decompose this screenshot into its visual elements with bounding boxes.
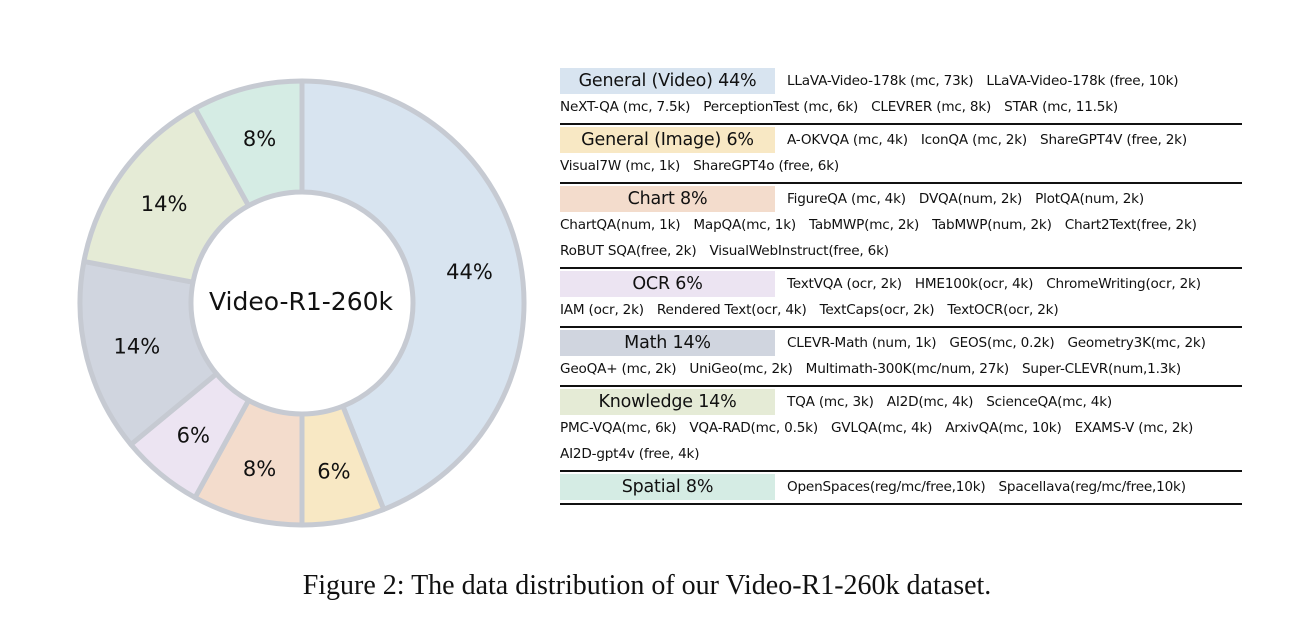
- dataset-entry: PMC-VQA(mc, 6k): [560, 420, 677, 436]
- dataset-entry: CLEVR-Math (num, 1k): [787, 335, 937, 351]
- dataset-entry: TQA (mc, 3k): [787, 394, 874, 410]
- dataset-entry: OpenSpaces(reg/mc/free,10k): [787, 479, 986, 495]
- legend-line: Math 14% CLEVR-Math (num, 1k) GEOS(mc, 0.2…: [560, 330, 1242, 356]
- dataset-entry: GVLQA(mc, 4k): [830, 420, 933, 436]
- legend-group: Knowledge 14% TQA (mc, 3k) AI2D(mc, 4k) Sci…: [560, 387, 1242, 472]
- dataset-entry: Visual7W (mc, 1k): [560, 158, 681, 174]
- legend-line: NeXT-QA (mc, 7.5k) PerceptionTest (mc, 6k…: [560, 94, 1242, 120]
- dataset-entry: ChromeWriting(ocr, 2k): [1046, 276, 1201, 292]
- dataset-entry: NeXT-QA (mc, 7.5k): [560, 99, 691, 115]
- legend-category-label: General (Video) 44%: [560, 68, 775, 94]
- slice-label-ocr: 6%: [177, 423, 210, 447]
- dataset-entry: ShareGPT4V (free, 2k): [1040, 132, 1187, 148]
- legend-category-label: Chart 8%: [560, 186, 775, 212]
- dataset-entry: LLaVA-Video-178k (free, 10k): [986, 73, 1179, 89]
- dataset-entry: AI2D-gpt4v (free, 4k): [560, 446, 700, 462]
- slice-label-general-image: 6%: [317, 459, 350, 483]
- donut-chart: 44% 6% 8% 6% 14% 14% 8% Video-R1-260k: [77, 78, 527, 528]
- dataset-entry: ArxivQA(mc, 10k): [945, 420, 1062, 436]
- legend-group: Math 14% CLEVR-Math (num, 1k) GEOS(mc, 0.2…: [560, 328, 1242, 387]
- dataset-entry: FigureQA (mc, 4k): [787, 191, 906, 207]
- dataset-entry: UniGeo(mc, 2k): [689, 361, 793, 377]
- dataset-entry: IAM (ocr, 2k): [560, 302, 644, 318]
- dataset-entry: STAR (mc, 11.5k): [1004, 99, 1119, 115]
- dataset-entry: VQA-RAD(mc, 0.5k): [689, 420, 818, 436]
- slice-general-video: [299, 78, 527, 512]
- dataset-entry: CLEVRER (mc, 8k): [871, 99, 992, 115]
- legend-line: RoBUT SQA(free, 2k) VisualWebInstruct(fre…: [560, 238, 1242, 264]
- dataset-entry: A-OKVQA (mc, 4k): [787, 132, 908, 148]
- legend-category-label: Math 14%: [560, 330, 775, 356]
- slice-label-chart: 8%: [243, 457, 276, 481]
- legend-group: OCR 6% TextVQA (ocr, 2k) HME100k(ocr, 4k) C…: [560, 269, 1242, 328]
- dataset-entry: TabMWP(num, 2k): [932, 217, 1052, 233]
- legend-category-label: Knowledge 14%: [560, 389, 775, 415]
- donut-center-title: Video-R1-260k: [209, 287, 394, 316]
- dataset-entry: Rendered Text(ocr, 4k): [656, 302, 807, 318]
- dataset-entry: Multimath-300K(mc/num, 27k): [805, 361, 1010, 377]
- legend-line: AI2D-gpt4v (free, 4k): [560, 441, 1242, 467]
- legend-line: Spatial 8% OpenSpaces(reg/mc/free,10k) Spa…: [560, 474, 1242, 500]
- slice-label-math: 14%: [114, 334, 161, 358]
- dataset-entry: TextVQA (ocr, 2k): [787, 276, 902, 292]
- dataset-entry: PerceptionTest (mc, 6k): [703, 99, 859, 115]
- donut-slice-labels: 44% 6% 8% 6% 14% 14% 8%: [114, 127, 493, 484]
- dataset-entry: TextOCR(ocr, 2k): [947, 302, 1059, 318]
- dataset-entry: HME100k(ocr, 4k): [914, 276, 1034, 292]
- legend-group: Chart 8% FigureQA (mc, 4k) DVQA(num, 2k) Pl…: [560, 184, 1242, 269]
- legend-line: Knowledge 14% TQA (mc, 3k) AI2D(mc, 4k) Sci…: [560, 389, 1242, 415]
- legend-category-label: OCR 6%: [560, 271, 775, 297]
- dataset-entry: Super-CLEVR(num,1.3k): [1021, 361, 1181, 377]
- legend-category-label: General (Image) 6%: [560, 127, 775, 153]
- figure-caption: Figure 2: The data distribution of our V…: [302, 570, 992, 601]
- donut-slices: [77, 78, 527, 528]
- legend-line: PMC-VQA(mc, 6k) VQA-RAD(mc, 0.5k) GVLQA(mc…: [560, 415, 1242, 441]
- dataset-entry: LLaVA-Video-178k (mc, 73k): [787, 73, 974, 89]
- slice-spatial: [192, 78, 305, 209]
- legend-line: IAM (ocr, 2k) Rendered Text(ocr, 4k) TextC…: [560, 297, 1242, 323]
- dataset-entry: ShareGPT4o (free, 6k): [693, 158, 840, 174]
- dataset-entry: TabMWP(mc, 2k): [808, 217, 920, 233]
- legend-line: ChartQA(num, 1k) MapQA(mc, 1k) TabMWP(mc, …: [560, 212, 1242, 238]
- legend-category-label: Spatial 8%: [560, 474, 775, 500]
- dataset-entry: PlotQA(num, 2k): [1035, 191, 1144, 207]
- legend-line: GeoQA+ (mc, 2k) UniGeo(mc, 2k) Multimath-3…: [560, 356, 1242, 382]
- dataset-legend: General (Video) 44% LLaVA-Video-178k (mc,…: [560, 66, 1242, 505]
- dataset-entry: RoBUT SQA(free, 2k): [560, 243, 697, 259]
- legend-group: General (Video) 44% LLaVA-Video-178k (mc,…: [560, 66, 1242, 125]
- dataset-entry: AI2D(mc, 4k): [886, 394, 974, 410]
- dataset-entry: VisualWebInstruct(free, 6k): [709, 243, 889, 259]
- dataset-entry: ChartQA(num, 1k): [560, 217, 681, 233]
- dataset-entry: Chart2Text(free, 2k): [1064, 217, 1197, 233]
- dataset-entry: TextCaps(ocr, 2k): [819, 302, 935, 318]
- slice-label-knowledge: 14%: [141, 192, 188, 216]
- dataset-entry: ScienceQA(mc, 4k): [986, 394, 1113, 410]
- dataset-entry: MapQA(mc, 1k): [693, 217, 796, 233]
- dataset-entry: Geometry3K(mc, 2k): [1067, 335, 1206, 351]
- legend-line: Chart 8% FigureQA (mc, 4k) DVQA(num, 2k) Pl…: [560, 186, 1242, 212]
- dataset-entry: EXAMS-V (mc, 2k): [1074, 420, 1194, 436]
- slice-label-general-video: 44%: [446, 260, 493, 284]
- legend-group: General (Image) 6% A-OKVQA (mc, 4k) IconQA…: [560, 125, 1242, 184]
- legend-line: Visual7W (mc, 1k) ShareGPT4o (free, 6k): [560, 153, 1242, 179]
- dataset-entry: GeoQA+ (mc, 2k): [560, 361, 677, 377]
- legend-line: General (Image) 6% A-OKVQA (mc, 4k) IconQA…: [560, 127, 1242, 153]
- legend-line: OCR 6% TextVQA (ocr, 2k) HME100k(ocr, 4k) C…: [560, 271, 1242, 297]
- dataset-entry: GEOS(mc, 0.2k): [949, 335, 1055, 351]
- dataset-entry: IconQA (mc, 2k): [920, 132, 1028, 148]
- slice-label-spatial: 8%: [243, 127, 276, 151]
- dataset-entry: DVQA(num, 2k): [918, 191, 1023, 207]
- dataset-entry: Spacellava(reg/mc/free,10k): [998, 479, 1186, 495]
- legend-line: General (Video) 44% LLaVA-Video-178k (mc,…: [560, 68, 1242, 94]
- legend-group: Spatial 8% OpenSpaces(reg/mc/free,10k) Spa…: [560, 472, 1242, 505]
